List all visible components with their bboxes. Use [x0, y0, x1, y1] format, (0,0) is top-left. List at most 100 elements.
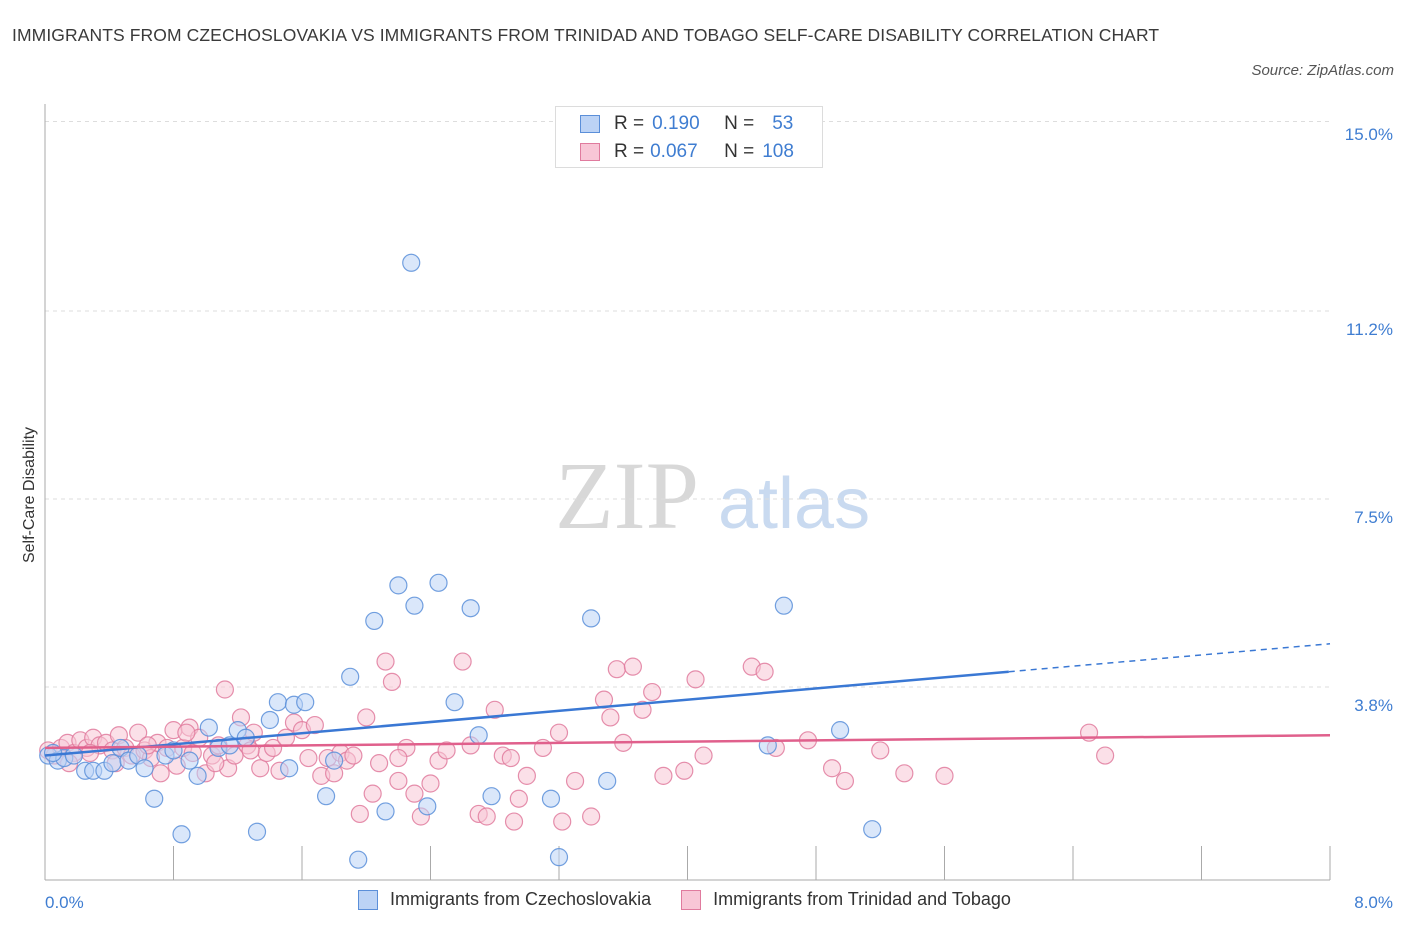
trinidad-point [694, 746, 713, 765]
trinidad-point [504, 812, 524, 831]
trinidad-point [485, 700, 504, 719]
y-axis-label: Self-Care Disability [21, 427, 38, 563]
czechoslovakia-point [445, 693, 464, 712]
gridlines [45, 121, 1330, 688]
trinidad-point [565, 771, 585, 791]
y-tick-label: 11.2% [1346, 320, 1393, 339]
legend-row-trinidad: R = 0.067 N = 108 [580, 139, 794, 165]
trinidad-point [675, 761, 694, 780]
watermark-zip: ZIP [555, 442, 699, 549]
legend-label: Immigrants from Trinidad and Tobago [713, 889, 1011, 909]
trinidad-point [405, 784, 424, 803]
zipatlas-watermark: ZIP atlas [555, 442, 870, 549]
trinidad-point [607, 660, 626, 679]
trinidad-point [623, 657, 642, 676]
trend-lines [44, 643, 1331, 757]
trinidad-point [299, 748, 318, 768]
series-czechoslovakia-points [39, 253, 882, 869]
trinidad-point [177, 723, 196, 742]
czechoslovakia-point [349, 850, 368, 869]
chart-title: IMMIGRANTS FROM CZECHOSLOVAKIA VS IMMIGR… [12, 25, 1160, 45]
trinidad-point [382, 672, 402, 691]
trinidad-point [437, 741, 456, 760]
trinidad-point [871, 741, 890, 760]
czechoslovakia-point [260, 710, 279, 730]
czechoslovakia-point [429, 573, 448, 592]
czechoslovakia-point [103, 754, 122, 773]
trinidad-point [822, 759, 842, 778]
x-tick-label: 8.0% [1354, 893, 1393, 912]
trinidad-point [509, 789, 528, 808]
watermark-atlas: atlas [718, 464, 870, 544]
n-label: N = [724, 113, 755, 134]
trend-line-czechoslovakia-extension [1008, 643, 1331, 673]
czechoslovakia-point [549, 848, 569, 867]
czechoslovakia-point [341, 667, 360, 686]
correlation-legend: R = 0.190 N = 53 R = 0.067 N = 108 [555, 106, 823, 168]
czechoslovakia-point [188, 766, 207, 785]
trinidad-point [633, 700, 652, 719]
czechoslovakia-point [541, 789, 561, 808]
trinidad-point [251, 759, 270, 778]
r-label: R = [614, 113, 645, 134]
czechoslovakia-point [376, 802, 395, 821]
trinidad-point [389, 748, 408, 768]
czechoslovakia-point [402, 253, 421, 272]
czechoslovakia-point [268, 693, 288, 712]
trinidad-point [553, 812, 572, 831]
trinidad-point [549, 723, 569, 742]
n-value: 53 [772, 113, 794, 134]
czechoslovakia-point [280, 759, 299, 778]
czechoslovakia-point [774, 596, 793, 615]
trinidad-point [895, 764, 914, 783]
czechoslovakia-point [145, 789, 164, 808]
czechoslovakia-point [482, 787, 501, 806]
legend-row-czechoslovakia: R = 0.190 N = 53 [580, 111, 793, 137]
trinidad-point [686, 670, 705, 689]
legend-label: Immigrants from Czechoslovakia [390, 889, 652, 909]
legend-item-czechoslovakia: Immigrants from Czechoslovakia [358, 889, 651, 910]
trinidad-point [501, 748, 520, 768]
trend-line-trinidad [44, 733, 1331, 750]
series-legend: Immigrants from Czechoslovakia Immigrant… [358, 889, 1041, 910]
n-label: N = [724, 141, 755, 162]
trinidad-point [350, 804, 369, 824]
legend-swatch-blue [358, 889, 378, 910]
trinidad-point [835, 771, 855, 791]
czechoslovakia-point [365, 611, 384, 631]
r-value: 0.067 [650, 141, 698, 162]
czechoslovakia-point [389, 576, 408, 595]
trinidad-point [215, 680, 234, 699]
y-tick-label: 15.0% [1345, 125, 1393, 144]
czechoslovakia-point [247, 822, 267, 841]
trinidad-point [755, 662, 774, 681]
x-tick-label: 0.0% [45, 893, 84, 912]
trinidad-point [363, 784, 382, 803]
trinidad-point [935, 766, 954, 785]
legend-swatch-pink [681, 889, 702, 910]
czechoslovakia-point [199, 718, 218, 737]
czechoslovakia-point [172, 825, 191, 844]
trinidad-point [276, 728, 296, 747]
czechoslovakia-point [461, 599, 480, 618]
czechoslovakia-point [863, 820, 882, 839]
czechoslovakia-point [758, 736, 777, 755]
czechoslovakia-point [469, 726, 488, 745]
trinidad-point [601, 708, 620, 727]
trinidad-point [206, 754, 225, 773]
trinidad-point [477, 807, 496, 826]
czechoslovakia-point [830, 721, 850, 740]
czechoslovakia-point [64, 746, 84, 765]
trinidad-point [376, 652, 395, 671]
legend-item-trinidad: Immigrants from Trinidad and Tobago [681, 889, 1011, 910]
n-value: 108 [762, 141, 794, 162]
trinidad-point [643, 682, 662, 702]
trend-line-czechoslovakia [44, 670, 1009, 757]
czechoslovakia-point [582, 609, 601, 628]
trinidad-point [654, 766, 673, 785]
trinidad-point [305, 715, 324, 735]
trinidad-point [370, 754, 389, 773]
czechoslovakia-point [405, 596, 424, 615]
r-label: R = [614, 141, 645, 162]
